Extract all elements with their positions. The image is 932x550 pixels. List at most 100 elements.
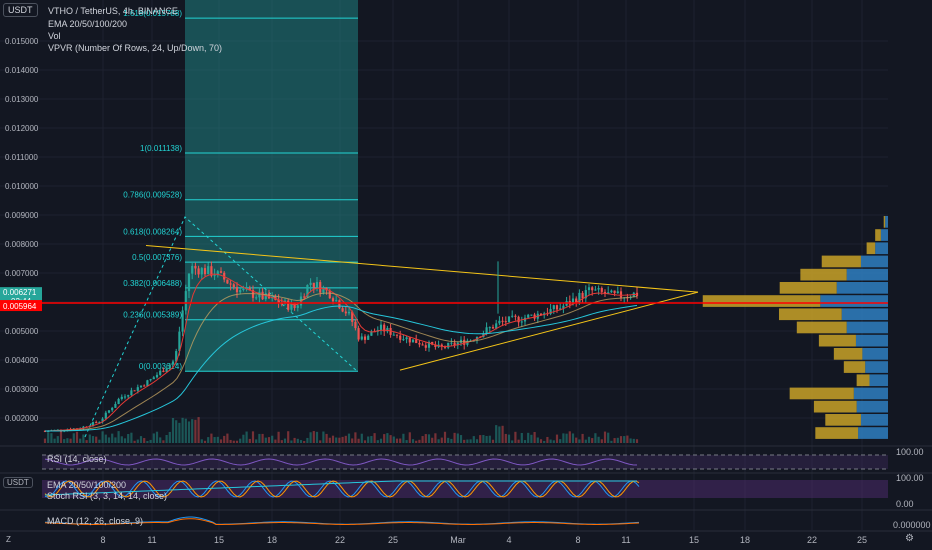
candle-body (101, 418, 104, 422)
time-axis[interactable]: 8 11 15 18 22 25 Mar 4 8 11 15 18 22 25 (100, 535, 867, 545)
volume-bar (309, 432, 312, 443)
candle-body (43, 431, 47, 433)
x-tick-label: 15 (689, 535, 699, 545)
stoch-rsi-label[interactable]: Stoch RSI (3, 3, 14, 14, close) (47, 491, 168, 501)
candle-body (584, 290, 587, 299)
volume-bar (56, 436, 59, 443)
candle-body (405, 337, 408, 340)
vpvr-up-bar (833, 348, 863, 360)
candle-body (111, 407, 114, 411)
volume-bar (479, 435, 482, 443)
volume-bar (507, 434, 511, 443)
candle-body (155, 374, 159, 378)
volume-bar (581, 433, 584, 443)
candle-body (619, 291, 623, 298)
candle-body (424, 345, 427, 348)
volume-bar (594, 433, 597, 443)
price-axis[interactable]: 0.015000 0.014000 0.013000 0.012000 0.011000… (5, 37, 39, 423)
volume-bar (203, 440, 207, 443)
volume-bar (597, 436, 600, 443)
ema-legend[interactable]: EMA 20/50/100/200 (48, 19, 128, 29)
trendlines[interactable] (145, 244, 699, 371)
candle-body (392, 334, 395, 336)
vpvr-up-bar (813, 400, 857, 413)
volume-bar (226, 433, 229, 443)
volume-bar (175, 420, 178, 443)
volume-bar (450, 438, 453, 443)
volume-bar (315, 431, 319, 443)
candle-body (415, 339, 418, 344)
candle-body (357, 328, 360, 340)
candle-body (341, 308, 344, 312)
currency-badge[interactable]: USDT (3, 3, 38, 17)
volume-bar (155, 431, 159, 443)
candle-body (344, 311, 347, 314)
candle-body (587, 287, 591, 291)
vpvr-down-bar (858, 427, 888, 439)
candle-body (319, 282, 322, 293)
vpvr-legend[interactable]: VPVR (Number Of Rows, 24, Up/Down, 70) (48, 43, 223, 53)
vpvr-down-bar (860, 255, 888, 268)
candle-body (219, 271, 223, 273)
volume-bar (575, 437, 578, 443)
macd-label[interactable]: MACD (12, 26, close, 9) (47, 516, 144, 526)
fib-retracement[interactable]: 1(0.011138) 0.786(0.009528) 0.618(0.008264… (84, 9, 359, 438)
candle-body (591, 287, 594, 291)
candle-body (178, 331, 181, 352)
volume-bar (402, 433, 405, 443)
volume-bar (514, 431, 517, 443)
candle-body (408, 337, 411, 343)
settings-icon[interactable]: ⚙ (905, 533, 914, 544)
volume-bar (482, 434, 485, 443)
volume-bar (527, 432, 530, 443)
candle-body (107, 410, 111, 413)
volume-bar (434, 433, 437, 443)
candle-body (495, 323, 498, 329)
volume-bar (159, 437, 162, 443)
stoch-ema-line (44, 480, 637, 496)
volume-bar (47, 432, 50, 443)
vpvr-up-bar (796, 321, 847, 334)
volume-bar (600, 439, 603, 443)
y-tick-label: 0.007000 (5, 269, 39, 278)
volume-bar (360, 433, 363, 443)
candle-body (575, 298, 578, 304)
candle-body (539, 313, 543, 316)
candle-body (594, 289, 597, 291)
volume-bar (341, 436, 344, 443)
volume-bar (539, 439, 543, 443)
vpvr-down-bar (855, 334, 888, 347)
volume-bar (267, 437, 271, 443)
y-tick-label: 0.003000 (5, 385, 39, 394)
candle-body (383, 324, 386, 332)
volume-bar (395, 438, 399, 443)
vpvr-down-bar (875, 242, 888, 255)
candle-body (184, 291, 187, 311)
rsi-label[interactable]: RSI (14, close) (47, 454, 107, 464)
ema-stoch-label[interactable]: EMA 20/50/100/200 (47, 480, 127, 490)
volume-bar (299, 440, 303, 443)
vpvr-down-bar (869, 374, 888, 387)
vol-legend[interactable]: Vol (48, 31, 61, 41)
vpvr-up-bar (779, 282, 837, 294)
x-tick-label: 11 (621, 535, 630, 545)
volume-bar (235, 440, 239, 443)
volume-bar (127, 434, 130, 443)
volume-bar (322, 431, 325, 443)
ema-50-line (44, 292, 638, 432)
upper-trendline (145, 244, 699, 293)
timezone-icon[interactable]: Z (6, 535, 11, 544)
stoch-currency-badge[interactable]: USDT (3, 477, 33, 488)
volume-bar (283, 438, 287, 443)
volume-bar (219, 439, 223, 443)
vpvr-histogram (702, 216, 888, 439)
candle-body (555, 305, 559, 310)
vpvr-up-bar (883, 216, 886, 228)
vpvr-down-bar (860, 414, 888, 426)
candle-body (431, 341, 434, 345)
candle-body (338, 300, 341, 309)
volume-bar (559, 439, 562, 443)
volume-bar (578, 439, 581, 443)
vpvr-down-bar (820, 295, 888, 307)
